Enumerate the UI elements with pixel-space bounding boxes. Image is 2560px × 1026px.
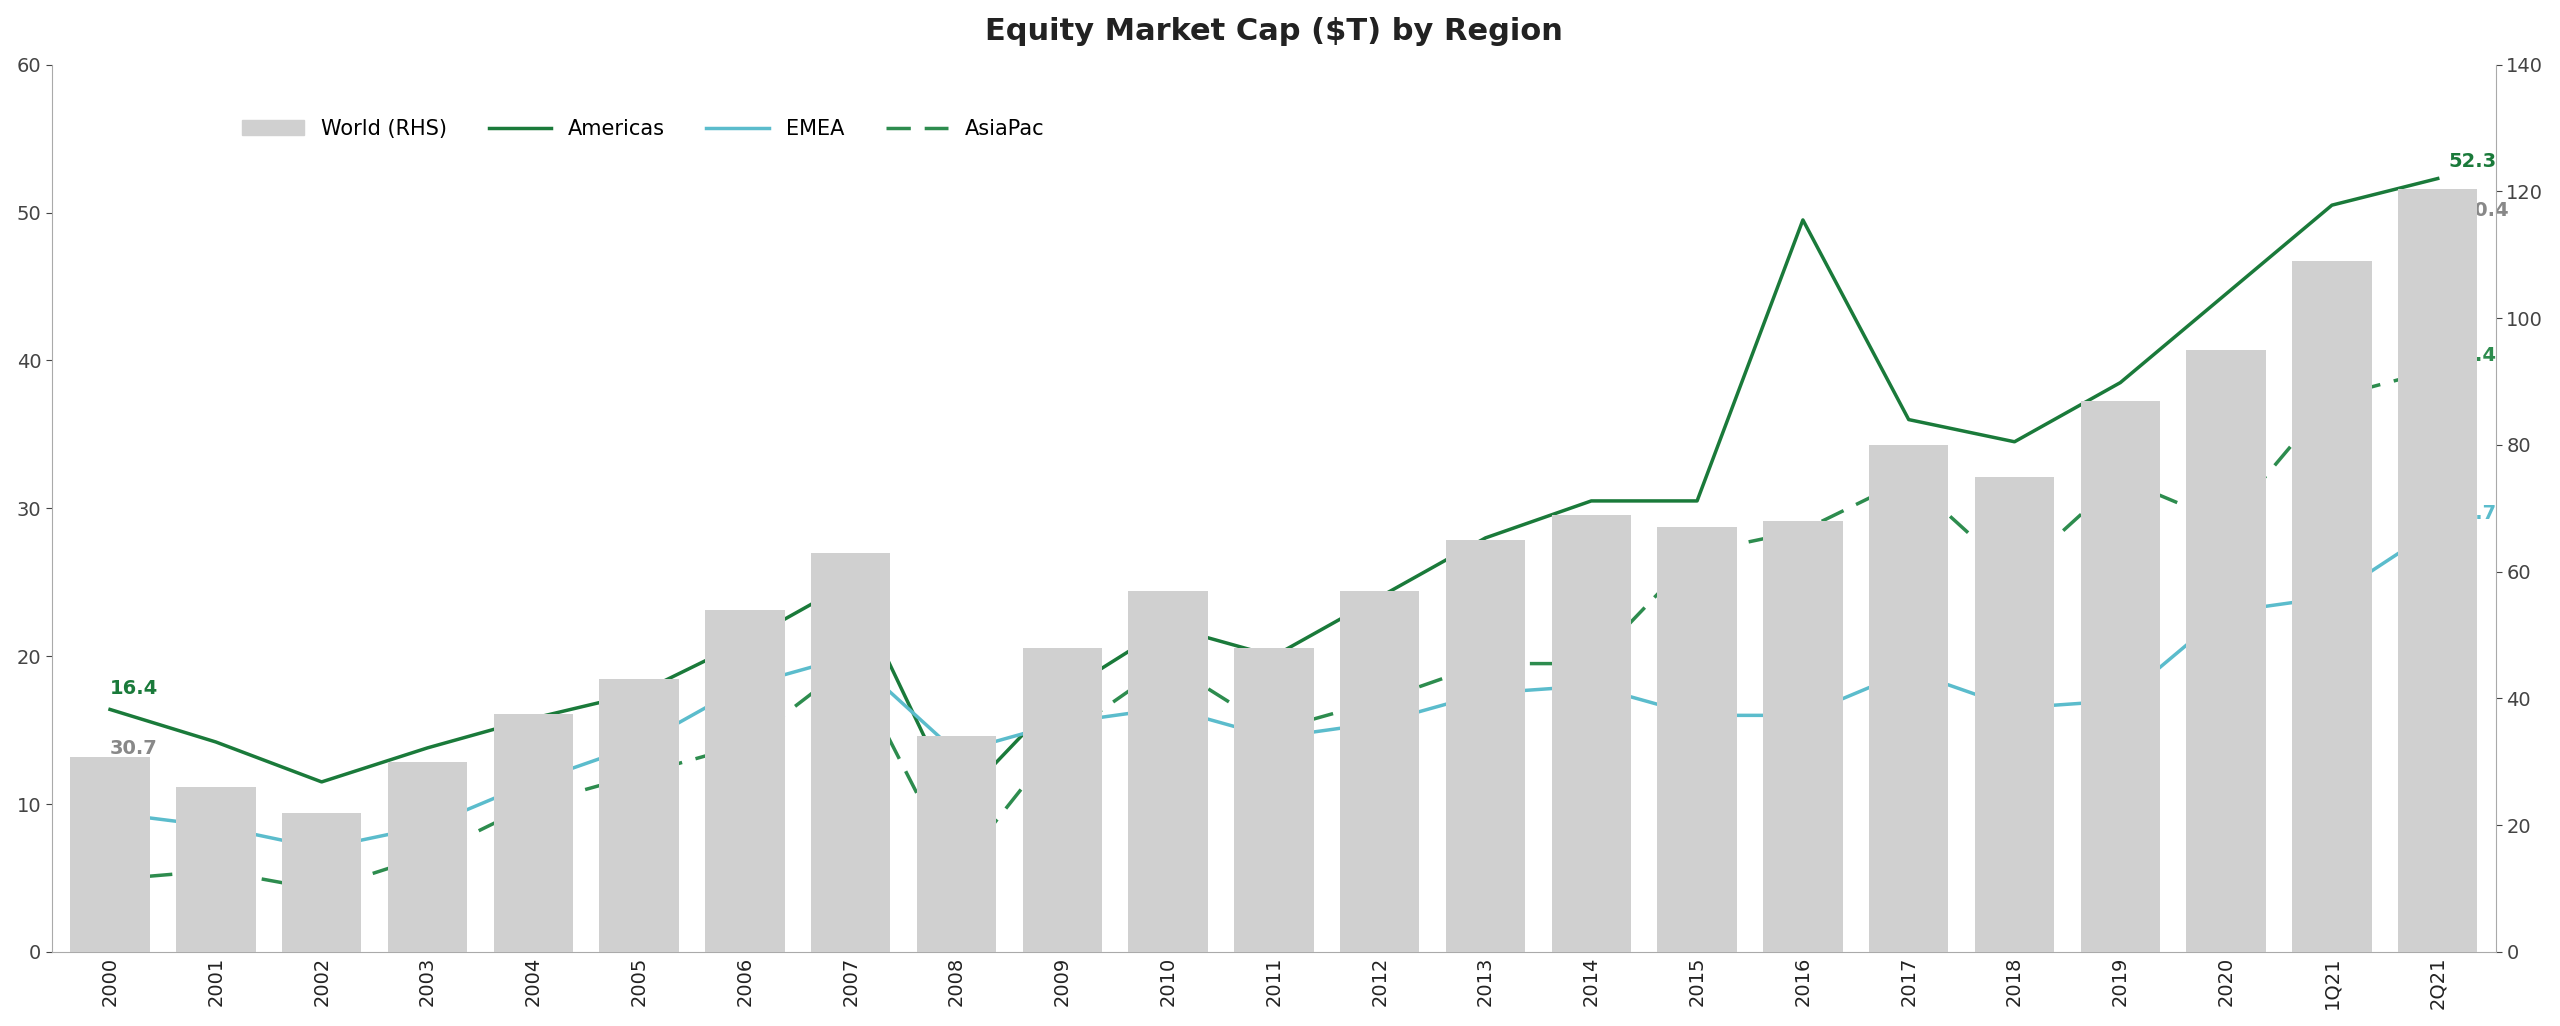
- Bar: [69, 757, 148, 952]
- Bar: [704, 609, 783, 952]
- Bar: [1764, 521, 1843, 952]
- Text: 39.4: 39.4: [2447, 346, 2496, 365]
- Title: Equity Market Cap ($T) by Region: Equity Market Cap ($T) by Region: [986, 16, 1562, 46]
- Bar: [2399, 189, 2478, 952]
- Bar: [1869, 445, 1948, 952]
- Bar: [1974, 477, 2053, 952]
- Text: 30.7: 30.7: [110, 739, 159, 758]
- Bar: [494, 714, 573, 952]
- Bar: [282, 813, 361, 952]
- Bar: [2186, 350, 2266, 952]
- Bar: [387, 762, 466, 952]
- Bar: [2081, 400, 2161, 952]
- Bar: [1021, 647, 1101, 952]
- Bar: [1339, 591, 1418, 952]
- Text: 4.9: 4.9: [110, 884, 143, 903]
- Bar: [1446, 540, 1526, 952]
- Legend: World (RHS), Americas, EMEA, AsiaPac: World (RHS), Americas, EMEA, AsiaPac: [233, 111, 1052, 148]
- Bar: [812, 553, 891, 952]
- Bar: [599, 679, 678, 952]
- Bar: [1129, 591, 1208, 952]
- Text: 28.7: 28.7: [2447, 504, 2496, 523]
- Text: 9.4: 9.4: [110, 788, 143, 807]
- Text: 16.4: 16.4: [110, 678, 159, 698]
- Bar: [177, 787, 256, 952]
- Text: 52.3: 52.3: [2447, 152, 2496, 171]
- Bar: [1656, 527, 1736, 952]
- Bar: [1234, 647, 1313, 952]
- Text: 120.4: 120.4: [2447, 201, 2509, 220]
- Bar: [2291, 262, 2371, 952]
- Bar: [916, 737, 996, 952]
- Bar: [1551, 515, 1631, 952]
